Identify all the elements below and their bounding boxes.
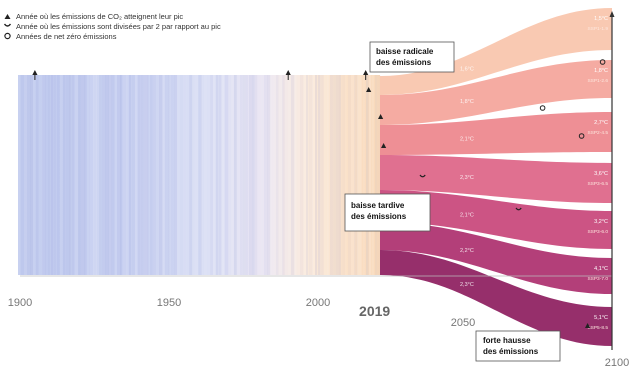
- x-tick-label: 2000: [306, 297, 330, 309]
- scenario-temp-label: 3,2°C: [594, 219, 608, 225]
- peak-marker: [363, 70, 369, 75]
- scenario-band-1: [380, 8, 612, 95]
- scenario-name-label: SSP5-8.5: [587, 325, 608, 331]
- event-markers: [32, 59, 606, 328]
- peak-marker: [381, 143, 387, 148]
- scenario-name-label: SSP2-4.5: [587, 130, 608, 136]
- x-tick-label: 1950: [157, 297, 181, 309]
- scenario-mid-temp-label: 2,3°C: [460, 282, 474, 288]
- x-axis: 1900 1950 2000 2019 2050 2100: [8, 11, 629, 369]
- scenario-temp-label: 5,1°C: [594, 315, 608, 321]
- scenario-name-label: SSP3-6.5: [587, 181, 608, 187]
- annotation-late-label: baisse tardive des émissions: [351, 201, 407, 221]
- scenario-band-2: [380, 60, 612, 125]
- annotation-radical: baisse radicale des émissions: [369, 41, 455, 73]
- scenario-temp-label: 1,5°C: [594, 16, 608, 22]
- scenario-name-label: SSP3-7.0: [587, 276, 608, 282]
- legend-halved-icon: [3, 23, 12, 27]
- scenario-mid-temp-label: 2,1°C: [460, 136, 474, 142]
- annotation-late: baisse tardive des émissions: [344, 193, 431, 232]
- scenario-name-label: SSP1-2.6: [587, 78, 608, 84]
- scenario-name-label: SSP1-1.9: [587, 26, 608, 32]
- halved-marker: [419, 174, 426, 178]
- netzero-marker: [539, 105, 546, 111]
- peak-marker: [366, 87, 372, 92]
- scenario-temp-label: 2,7°C: [594, 120, 608, 126]
- annotation-strong: forte hausse des émissions: [475, 330, 561, 362]
- x-tick-label: 2050: [451, 317, 475, 329]
- scenario-band-4: [380, 155, 612, 203]
- x-tick-label: 2019: [359, 303, 390, 319]
- halved-marker: [515, 207, 522, 211]
- scenario-mid-temp-label: 1,8°C: [460, 99, 474, 105]
- annotation-strong-label: forte hausse des émissions: [483, 336, 539, 356]
- scenario-name-label: SSP3-6.0: [587, 229, 608, 235]
- legend-peak-icon: [4, 14, 11, 19]
- annotation-radical-label: baisse radicale des émissions: [376, 47, 434, 67]
- peak-marker: [32, 70, 38, 75]
- netzero-marker: [578, 133, 585, 139]
- peak-marker: [585, 323, 591, 328]
- scenario-band-5: [380, 190, 612, 249]
- scenario-bands: 1,5°C SSP1-1.9 1,6°C 1,8°C SSP1-2.6 1,8°C 2,7°…: [380, 8, 612, 346]
- legend-peak-label: Année où les émissions de CO₂ atteignent…: [16, 12, 183, 21]
- legend: Année où les émissions de CO₂ atteignent…: [3, 12, 221, 41]
- scenario-temp-label: 3,6°C: [594, 171, 608, 177]
- stripe-texture: [18, 75, 381, 275]
- peak-marker: [378, 114, 384, 119]
- peak-marker: [285, 70, 291, 75]
- x-tick-label: 1900: [8, 297, 32, 309]
- netzero-marker: [599, 59, 606, 65]
- scenario-mid-temp-label: 2,1°C: [460, 213, 474, 219]
- scenario-band-7: [380, 250, 612, 346]
- scenario-band-3: [380, 112, 612, 155]
- scenario-mid-temp-label: 2,3°C: [460, 175, 474, 181]
- legend-halved-label: Année où les émissions sont divisées par…: [16, 22, 221, 31]
- scenario-mid-temp-label: 2,2°C: [460, 248, 474, 254]
- scenario-mid-temp-label: 1,6°C: [460, 66, 474, 72]
- historical-stripes: [18, 75, 380, 275]
- x-tick-label: 2100: [605, 357, 629, 369]
- scenario-temp-label: 1,8°C: [594, 68, 608, 74]
- legend-netzero-label: Années de net zéro émissions: [16, 32, 117, 41]
- scenario-temp-label: 4,1°C: [594, 266, 608, 272]
- legend-netzero-icon: [4, 32, 11, 40]
